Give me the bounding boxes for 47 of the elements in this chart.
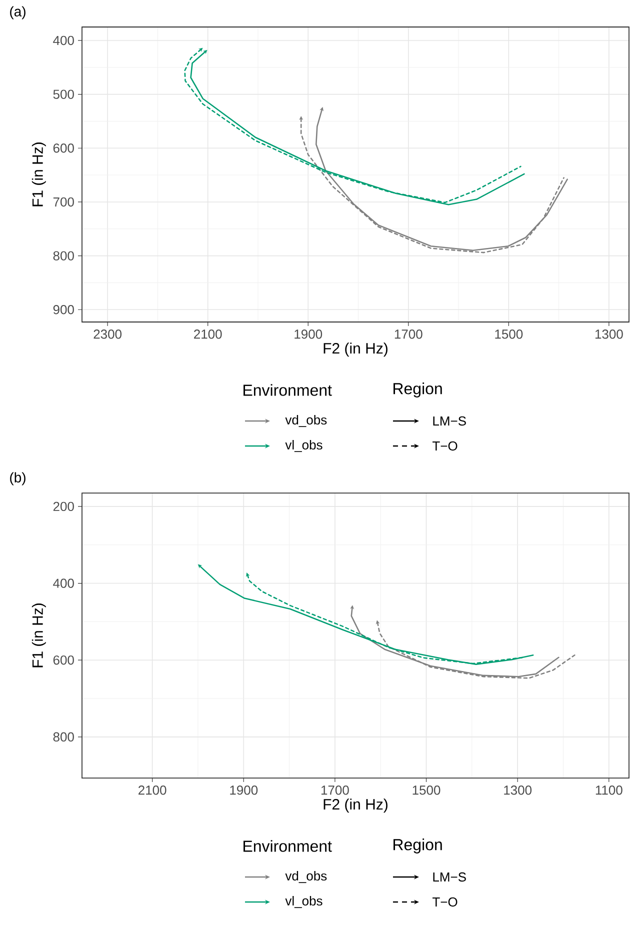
point — [204, 50, 208, 54]
point — [350, 606, 354, 609]
point — [246, 572, 250, 576]
x-axis-title: F2 (in Hz) — [324, 342, 388, 357]
text: Region — [394, 838, 442, 854]
text: LM−S — [433, 872, 466, 882]
x-tick-label: 1700 — [321, 786, 349, 795]
legend-label: vd_obs — [285, 415, 327, 428]
legend-label: vl_obs — [285, 440, 322, 452]
text: T−O — [432, 897, 458, 907]
legend-title: Environment — [244, 384, 332, 396]
x-tick-label: 1500 — [495, 330, 523, 339]
x-tick-label: 2100 — [138, 786, 166, 795]
y-tick-label: 400 — [53, 36, 74, 46]
x-tick-label: 1900 — [294, 330, 322, 339]
y-tick-label: 600 — [53, 655, 74, 665]
text: T−O — [432, 441, 458, 451]
y-tick-label: 800 — [53, 732, 74, 742]
y-tick-label: 200 — [53, 502, 74, 512]
x-axis-title: F2 (in Hz) — [324, 798, 388, 813]
point — [376, 620, 380, 624]
y-tick-label: 700 — [53, 197, 74, 207]
x-tick-label: 1300 — [595, 330, 623, 339]
y-tick-label: 400 — [53, 578, 74, 588]
y-axis-title: F1 (in Hz) — [32, 142, 46, 206]
x-tick-label: 2300 — [94, 330, 122, 339]
legend-label: vd_obs — [285, 871, 327, 884]
y-tick-label: 800 — [53, 251, 74, 260]
y-tick-label: 500 — [53, 90, 74, 99]
y-tick-label: 600 — [53, 144, 74, 153]
point — [300, 116, 303, 120]
y-tick-label: 900 — [53, 305, 74, 314]
point — [320, 107, 324, 111]
point — [199, 48, 203, 52]
legend-title: Environment — [244, 840, 332, 852]
x-tick-label: 1700 — [394, 330, 422, 339]
x-tick-label: 1100 — [596, 786, 622, 795]
text: LM−S — [433, 416, 466, 426]
x-tick-label: 1900 — [230, 786, 258, 795]
text: (a) — [10, 6, 26, 20]
y-axis-title: F1 (in Hz) — [32, 604, 46, 668]
x-tick-label: 2100 — [194, 330, 222, 339]
text: (b) — [10, 472, 26, 486]
x-tick-label: 1300 — [504, 786, 532, 795]
legend-label: vl_obs — [285, 896, 322, 908]
x-tick-label: 1500 — [412, 786, 440, 795]
text: Region — [394, 382, 442, 398]
